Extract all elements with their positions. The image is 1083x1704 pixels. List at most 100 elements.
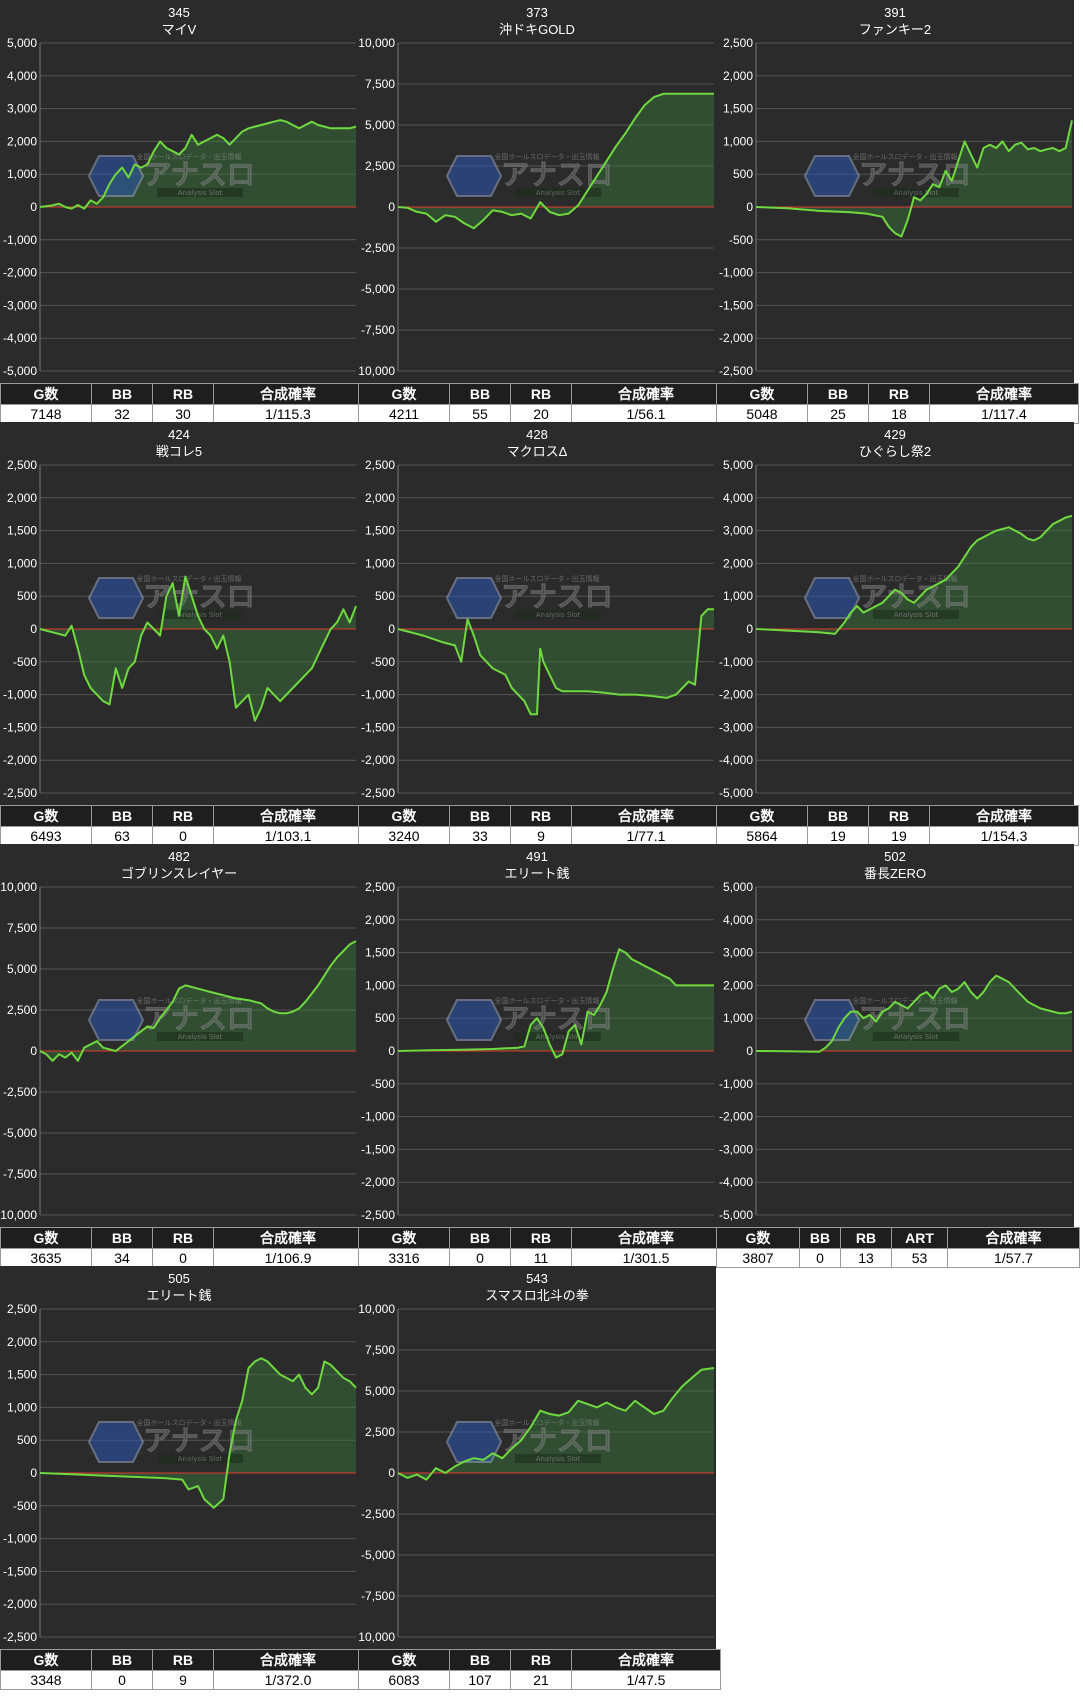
stats-header-bb: BB <box>807 805 869 827</box>
y-tick-label: 500 <box>375 1011 395 1025</box>
stats-value-rb: 19 <box>868 826 930 846</box>
chart-panel: 429 ひぐらし祭2 5,000 4,000 3,000 2,000 1,000 0 -1,00… <box>716 422 1079 846</box>
chart-panel: 543 スマスロ北斗の拳 10,000 7,500 5,000 2,500 0 -2,500 -… <box>358 1266 721 1690</box>
y-tick-label: -3,000 <box>719 1142 753 1156</box>
logo-tagline: 全国ホールスロデータ・出玉情報 <box>137 1418 242 1427</box>
logo-text: アナスロ <box>501 1002 612 1035</box>
stats-header-bb: BB <box>799 1227 841 1249</box>
stats-value-rb: 20 <box>510 404 572 424</box>
stats-value-bb: 0 <box>449 1248 511 1268</box>
stats-table: G数 BB RB 合成確率 3240 33 9 1/77.1 <box>358 805 721 846</box>
y-tick-label: 10,000 <box>0 880 37 894</box>
y-tick-label: 3,000 <box>7 102 37 116</box>
machine-name: スマスロ北斗の拳 <box>485 1288 589 1303</box>
machine-number: 373 <box>526 5 548 20</box>
y-tick-label: -500 <box>371 655 395 669</box>
logo-hexagon-icon <box>445 155 503 197</box>
logo-tagline: 全国ホールスロデータ・出玉情報 <box>495 152 600 161</box>
stats-header-rb: RB <box>510 383 572 405</box>
machine-name: マクロスΔ <box>507 444 568 459</box>
logo-subtitle-bar <box>873 1032 959 1041</box>
y-tick-label: 0 <box>746 200 753 214</box>
chart-svg: 491 エリート銭 2,500 2,000 1,500 1,000 500 0 -500 -1,0… <box>361 849 714 1222</box>
y-tick-label: 1,500 <box>365 946 395 960</box>
chart-panel: 391 ファンキー2 2,500 2,000 1,500 1,000 500 0 -500 -1,… <box>716 0 1079 424</box>
stats-value-bb: 107 <box>449 1670 511 1690</box>
logo-text: アナスロ <box>501 580 612 613</box>
stats-value-games: 3807 <box>716 1248 800 1268</box>
stats-table: G数 BB RB 合成確率 5048 25 18 1/117.4 <box>716 383 1079 424</box>
y-tick-label: -5,000 <box>719 1208 753 1222</box>
logo-text: アナスロ <box>859 1002 970 1035</box>
series-line <box>397 608 714 716</box>
y-tick-label: 2,000 <box>7 134 37 148</box>
stats-header-row: G数 BB RB 合成確率 <box>716 383 1079 405</box>
y-tick-label: 2,500 <box>7 1302 37 1316</box>
y-tick-label: 5,000 <box>723 880 753 894</box>
y-tick-label: 1,000 <box>723 589 753 603</box>
stats-value-games: 3316 <box>358 1248 450 1268</box>
logo-subtitle-bar <box>157 188 243 197</box>
series-area <box>398 1368 714 1480</box>
stats-header-rb: RB <box>152 383 214 405</box>
y-tick-label: -10,000 <box>0 1208 37 1222</box>
y-tick-label: -2,500 <box>3 786 37 800</box>
y-tick-label: 0 <box>388 200 395 214</box>
y-tick-label: 2,000 <box>723 69 753 83</box>
y-tick-label: 1,000 <box>365 978 395 992</box>
logo-tagline: 全国ホールスロデータ・出玉情報 <box>137 574 242 583</box>
y-tick-label: -1,000 <box>3 1532 37 1546</box>
stats-value-bb: 32 <box>91 404 153 424</box>
y-tick-label: 0 <box>388 622 395 636</box>
stats-header-prob: 合成確率 <box>213 1227 363 1249</box>
stats-value-rb: 18 <box>868 404 930 424</box>
series-line <box>397 1367 715 1481</box>
series-line <box>39 575 357 722</box>
logo-subtitle-bar <box>873 188 959 197</box>
stats-value-prob: 1/57.7 <box>947 1248 1080 1268</box>
stats-header-prob: 合成確率 <box>929 805 1079 827</box>
logo-tagline: 全国ホールスロデータ・出玉情報 <box>853 152 958 161</box>
y-tick-label: -1,500 <box>361 1142 395 1156</box>
stats-table: G数 BB RB 合成確率 5864 19 19 1/154.3 <box>716 805 1079 846</box>
logo-text: アナスロ <box>143 580 254 613</box>
y-tick-label: 7,500 <box>7 921 37 935</box>
series-line <box>755 974 1073 1053</box>
stats-header-row: G数 BB RB 合成確率 <box>0 1649 363 1671</box>
y-tick-label: -4,000 <box>3 331 37 345</box>
stats-value-bb: 33 <box>449 826 511 846</box>
stats-header-bb: BB <box>807 383 869 405</box>
stats-value-row: 4211 55 20 1/56.1 <box>358 404 721 424</box>
y-tick-label: -2,500 <box>361 1507 395 1521</box>
chart-panel: 482 ゴブリンスレイヤー 10,000 7,500 5,000 2,500 0 -2,500… <box>0 844 363 1268</box>
y-tick-label: -7,500 <box>361 1589 395 1603</box>
logo-subtitle: Analysis Slot <box>178 1033 223 1041</box>
series-line <box>755 120 1073 238</box>
stats-value-games: 3635 <box>0 1248 92 1268</box>
stats-header-games: G数 <box>0 1227 92 1249</box>
series-area <box>398 949 714 1058</box>
stats-header-bb: BB <box>449 383 511 405</box>
logo-tagline: 全国ホールスロデータ・出玉情報 <box>495 574 600 583</box>
logo-subtitle: Analysis Slot <box>894 189 939 197</box>
stats-value-games: 7148 <box>0 404 92 424</box>
y-tick-label: -3,000 <box>3 298 37 312</box>
chart-panel: 428 マクロスΔ 2,500 2,000 1,500 1,000 500 0 -500 -1,0… <box>358 422 721 846</box>
logo-subtitle: Analysis Slot <box>536 1033 581 1041</box>
chart-panel: 373 沖ドキGOLD 10,000 7,500 5,000 2,500 0 -2,500 -5… <box>358 0 721 424</box>
logo-text: アナスロ <box>143 158 254 191</box>
logo-hexagon-icon <box>87 577 145 619</box>
y-tick-label: 2,000 <box>7 491 37 505</box>
stats-header-games: G数 <box>358 383 450 405</box>
logo-subtitle: Analysis Slot <box>178 611 223 619</box>
logo-text: アナスロ <box>501 158 612 191</box>
y-tick-label: 0 <box>388 1466 395 1480</box>
stats-table: G数 BB RB 合成確率 6083 107 21 1/47.5 <box>358 1649 721 1690</box>
y-tick-label: -2,000 <box>361 753 395 767</box>
y-tick-label: 5,000 <box>723 458 753 472</box>
chart-svg: 505 エリート銭 2,500 2,000 1,500 1,000 500 0 -500 -1,0… <box>3 1271 357 1644</box>
stats-value-games: 6083 <box>358 1670 450 1690</box>
